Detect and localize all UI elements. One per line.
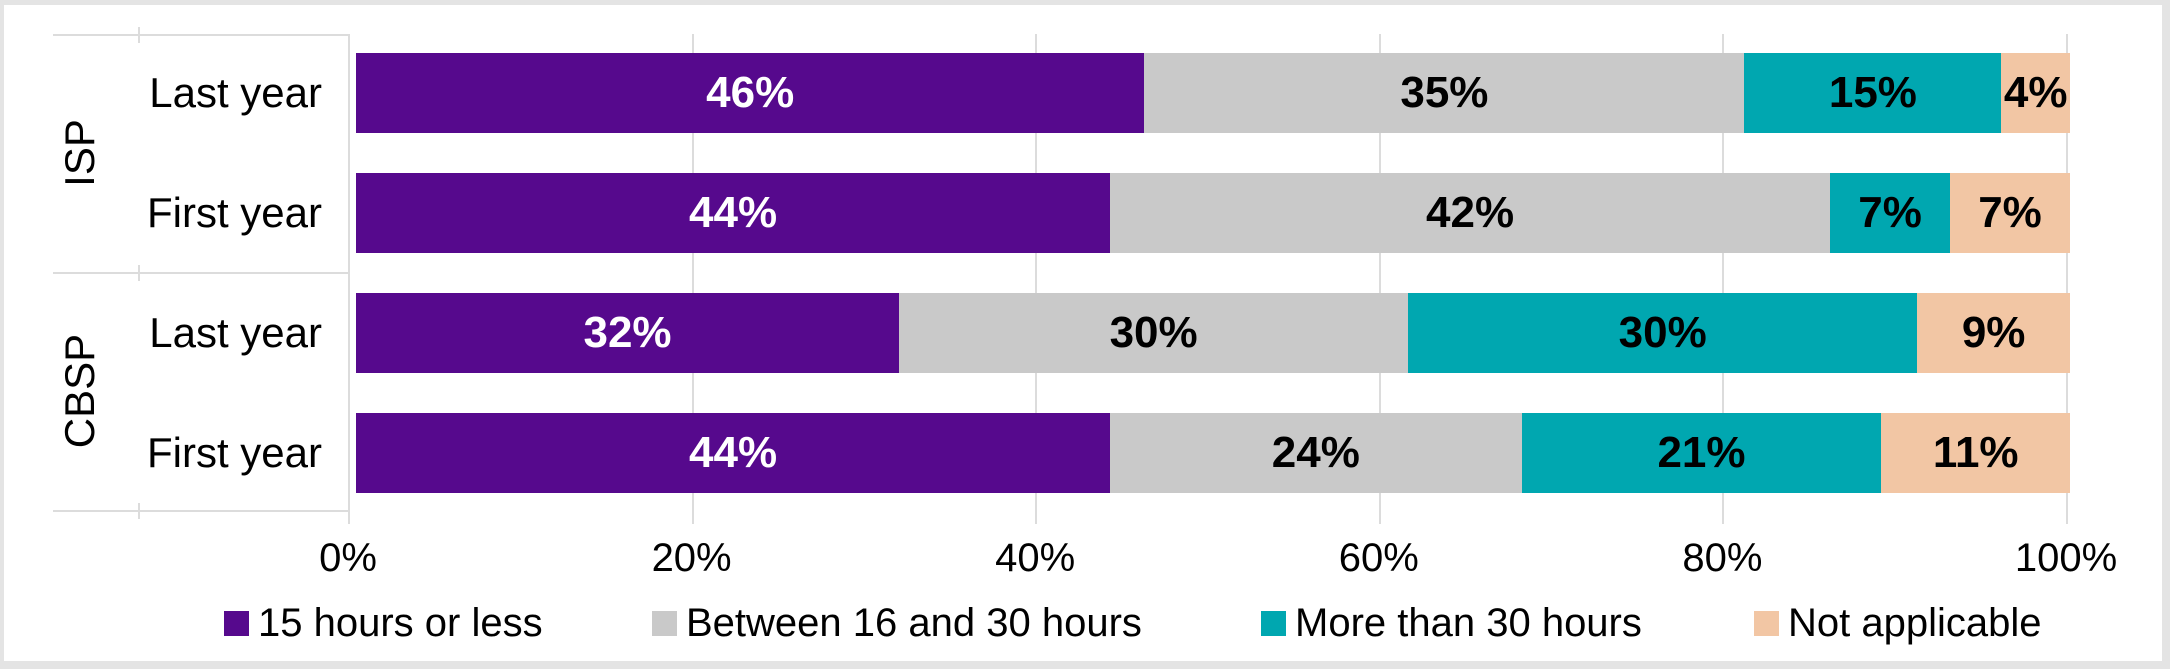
legend-item: 15 hours or less — [224, 600, 543, 646]
bar-value-label: 9% — [1961, 308, 2026, 357]
bar-value-label: 7% — [1978, 188, 2042, 237]
x-axis-tick — [691, 510, 694, 524]
legend-swatch — [1754, 610, 1779, 636]
x-axis-tick-label: 100% — [2014, 536, 2118, 580]
bar-row: 32% 30% 30% 9% — [356, 293, 2070, 373]
x-axis-tick — [1035, 510, 1038, 524]
gridline — [1722, 34, 1725, 510]
bar-segment: 24% — [1110, 413, 1522, 493]
bar-segment: 4% — [2001, 53, 2070, 133]
legend-label: More than 30 hours — [1295, 601, 1642, 645]
bar-row: 44% 42% 7% 7% — [356, 173, 2070, 253]
x-axis-tick — [1722, 510, 1725, 524]
gridline — [1378, 34, 1381, 510]
category-box-divider-tick — [138, 503, 140, 519]
gridline — [691, 34, 694, 510]
category-box-line — [53, 510, 348, 512]
bar-value-label: 44% — [689, 188, 778, 237]
bar-value-label: 4% — [2003, 68, 2068, 117]
gridline — [1035, 34, 1038, 510]
bar-segment: 44% — [356, 173, 1111, 253]
group-label: CBSP — [56, 333, 103, 449]
bar-value-label: 7% — [1858, 188, 1922, 237]
bar-segment: 32% — [356, 293, 900, 373]
bar-segment: 35% — [1144, 53, 1745, 133]
category-axis-line — [348, 34, 350, 524]
x-axis-tick-label: 40% — [995, 536, 1076, 580]
category-box-line — [53, 272, 348, 274]
category-label: Last year — [149, 309, 322, 356]
bar-segment: 30% — [1408, 293, 1918, 373]
legend-swatch — [652, 610, 677, 636]
bar-segment: 30% — [899, 293, 1409, 373]
x-axis-tick-label: 60% — [1338, 536, 1419, 580]
bar-value-label: 24% — [1271, 428, 1360, 477]
legend-swatch — [1261, 610, 1286, 636]
x-axis-tick — [1378, 510, 1381, 524]
bar-segment: 46% — [356, 53, 1145, 133]
bar-value-label: 15% — [1828, 68, 1917, 117]
legend-label: Between 16 and 30 hours — [686, 601, 1142, 645]
x-axis-tick-label: 20% — [651, 536, 732, 580]
x-axis-tick-label: 0% — [319, 536, 377, 580]
legend-label: Not applicable — [1788, 601, 2042, 645]
category-box-line — [53, 34, 348, 36]
bar-value-label: 30% — [1109, 308, 1198, 357]
bar-segment: 21% — [1521, 413, 1882, 493]
bar-row: 44% 24% 21% 11% — [356, 413, 2070, 493]
bar-value-label: 44% — [689, 428, 778, 477]
legend-item: More than 30 hours — [1261, 600, 1642, 646]
bar-value-label: 11% — [1932, 428, 2019, 477]
category-box-divider-tick — [138, 265, 140, 281]
bar-value-label: 35% — [1400, 68, 1489, 117]
bar-segment: 7% — [1950, 173, 2070, 253]
legend-swatch — [224, 610, 249, 636]
bar-segment: 44% — [356, 413, 1111, 493]
x-axis-tick — [2066, 510, 2068, 524]
bar-value-label: 42% — [1426, 188, 1515, 237]
bar-value-label: 21% — [1657, 428, 1746, 477]
bar-segment: 11% — [1881, 413, 2070, 493]
bar-row: 46% 35% 15% 4% — [356, 53, 2070, 133]
bar-value-label: 30% — [1618, 308, 1707, 357]
bar-value-label: 46% — [706, 68, 795, 117]
group-label: ISP — [56, 119, 103, 187]
bar-segment: 42% — [1110, 173, 1831, 253]
x-axis-tick-label: 80% — [1682, 536, 1763, 580]
chart-canvas: 46% 35% 15% 4% Last year 44% 42% 7% 7% First year… — [4, 5, 2162, 661]
bar-segment: 9% — [1917, 293, 2070, 373]
category-box-divider-tick — [138, 27, 140, 43]
legend-label: 15 hours or less — [258, 601, 543, 645]
category-label: Last year — [149, 69, 322, 116]
bar-segment: 7% — [1830, 173, 1951, 253]
legend-item: Between 16 and 30 hours — [652, 600, 1142, 646]
category-label: First year — [146, 429, 322, 476]
gridline — [2066, 34, 2068, 510]
category-label: First year — [146, 189, 322, 236]
legend-item: Not applicable — [1754, 600, 2042, 646]
bar-segment: 15% — [1744, 53, 2002, 133]
bar-value-label: 32% — [583, 308, 672, 357]
